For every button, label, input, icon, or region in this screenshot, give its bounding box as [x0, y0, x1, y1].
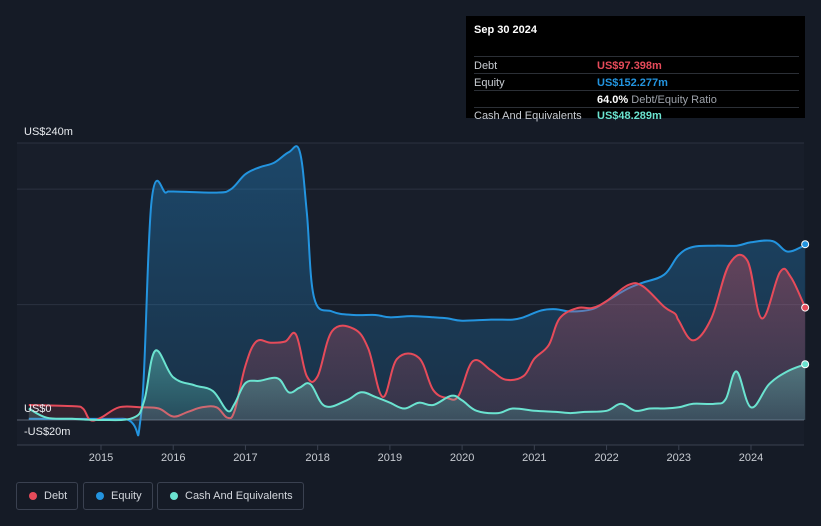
cash-area	[28, 350, 806, 421]
y-axis-label-bottom: -US$20m	[24, 426, 70, 438]
legend-equity-label: Equity	[111, 490, 142, 502]
x-tick-label-2017: 2017	[233, 452, 257, 464]
tooltip-panel: Sep 30 2024 Debt US$97.398m Equity US$15…	[466, 16, 805, 122]
tooltip-ratio-label: Debt/Equity Ratio	[631, 94, 717, 106]
tooltip-row-equity: Equity US$152.277m	[474, 73, 799, 91]
x-tick-label-2021: 2021	[522, 452, 546, 464]
debt-area	[28, 254, 806, 421]
x-tick-label-2015: 2015	[89, 452, 113, 464]
tooltip-cash-value: US$48.289m	[597, 110, 662, 122]
series-layer	[28, 145, 810, 437]
equity-line	[28, 145, 806, 437]
y-axis-label-zero: US$0	[24, 403, 52, 415]
legend-cash-label: Cash And Equivalents	[185, 490, 293, 502]
equity-dot-icon	[96, 492, 104, 500]
cash-dot-icon	[170, 492, 178, 500]
tooltip-row-debt: Debt US$97.398m	[474, 56, 799, 74]
tooltip-debt-value: US$97.398m	[597, 60, 662, 72]
tooltip-ratio: 64.0% Debt/Equity Ratio	[597, 94, 717, 106]
tooltip-row-cash: Cash And Equivalents US$48.289m	[474, 107, 799, 122]
x-tick-label-2024: 2024	[739, 452, 763, 464]
x-tick-label-2023: 2023	[667, 452, 691, 464]
x-tick-label-2018: 2018	[305, 452, 329, 464]
x-tick-label-2020: 2020	[450, 452, 474, 464]
equity-end-marker	[801, 240, 810, 249]
y-axis-label-top: US$240m	[24, 126, 73, 138]
x-tick-label-2016: 2016	[161, 452, 185, 464]
cash-end-marker	[801, 360, 810, 369]
tooltip-equity-label: Equity	[474, 77, 505, 89]
tooltip-ratio-value: 64.0%	[597, 94, 629, 106]
legend-item-cash[interactable]: Cash And Equivalents	[157, 482, 304, 510]
legend-item-equity[interactable]: Equity	[83, 482, 153, 510]
tooltip-cash-label: Cash And Equivalents	[474, 110, 582, 122]
tooltip-date: Sep 30 2024	[474, 24, 537, 36]
x-axis: 2015 2016 2017 2018 2019 2020 2021 2022 2023 2024	[89, 445, 763, 464]
legend-item-debt[interactable]: Debt	[16, 482, 78, 510]
tooltip-equity-value: US$152.277m	[597, 77, 668, 89]
tooltip-row-ratio: 64.0% Debt/Equity Ratio	[474, 90, 799, 108]
x-tick-label-2022: 2022	[594, 452, 618, 464]
cash-line	[28, 349, 806, 422]
tooltip-debt-label: Debt	[474, 60, 498, 72]
x-tick-label-2019: 2019	[378, 452, 402, 464]
debt-dot-icon	[29, 492, 37, 500]
debt-end-marker	[801, 303, 810, 312]
legend-debt-label: Debt	[44, 490, 68, 502]
